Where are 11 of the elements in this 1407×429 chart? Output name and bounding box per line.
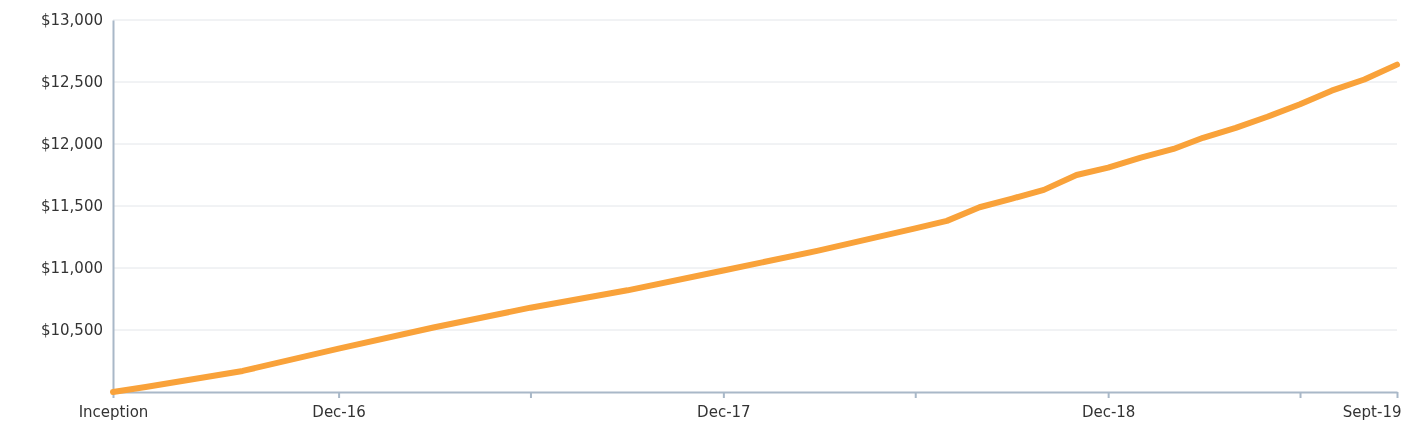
x-tick-label: Dec-18 — [1081, 402, 1136, 421]
x-tick-label: Sept-19 — [1342, 402, 1402, 421]
y-tick-label: $13,000 — [40, 11, 103, 30]
x-tick-label: Dec-16 — [312, 402, 366, 421]
y-tick-label: $11,000 — [40, 259, 103, 278]
y-tick-label: $12,000 — [40, 135, 103, 154]
y-tick-label: $11,500 — [40, 197, 103, 216]
x-tick-label: Dec-17 — [697, 402, 751, 421]
y-tick-label: $12,500 — [40, 73, 103, 92]
x-tick-label: Inception — [78, 402, 149, 421]
y-tick-label: $10,500 — [40, 321, 103, 340]
